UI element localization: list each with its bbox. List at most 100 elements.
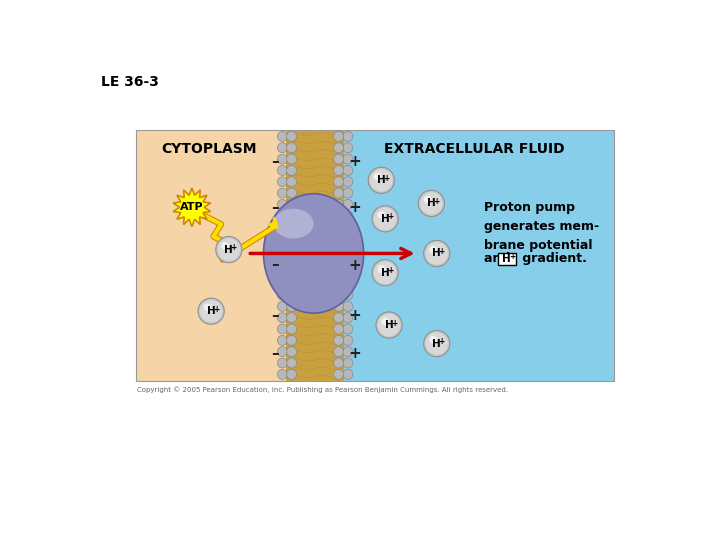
Circle shape [277,211,287,221]
Circle shape [343,143,353,153]
Circle shape [287,143,297,153]
Text: H: H [377,176,386,185]
Circle shape [343,211,353,221]
Circle shape [204,303,212,312]
Text: ATP: ATP [180,202,204,212]
Circle shape [287,131,297,141]
Circle shape [287,347,297,357]
Circle shape [343,301,353,312]
Circle shape [374,208,396,230]
Circle shape [333,222,343,232]
Circle shape [333,301,343,312]
Text: –: – [271,308,279,322]
Circle shape [287,358,297,368]
Circle shape [343,324,353,334]
Text: +: + [383,174,390,183]
Circle shape [343,131,353,141]
Text: H: H [384,320,393,330]
Circle shape [287,301,297,312]
Text: +: + [348,308,361,322]
Circle shape [429,246,437,254]
Circle shape [343,245,353,255]
Ellipse shape [265,195,362,312]
Circle shape [287,335,297,346]
Circle shape [287,369,297,379]
Circle shape [277,267,287,278]
Text: H: H [381,268,390,278]
Circle shape [333,279,343,289]
Circle shape [277,301,287,312]
Circle shape [200,300,222,322]
Text: +: + [230,243,237,252]
Circle shape [287,165,297,176]
Circle shape [333,256,343,266]
Circle shape [343,279,353,289]
Circle shape [217,239,240,261]
Text: H: H [433,248,441,259]
Text: +: + [387,212,393,221]
Text: +: + [348,200,361,215]
Circle shape [333,347,343,357]
Circle shape [374,173,382,180]
Text: +: + [213,305,220,314]
Ellipse shape [264,194,364,313]
Circle shape [343,177,353,187]
Circle shape [333,233,343,244]
Text: +: + [438,337,445,346]
Circle shape [418,190,444,217]
Circle shape [216,237,242,262]
Circle shape [343,369,353,379]
Circle shape [426,242,448,265]
Circle shape [343,199,353,210]
Bar [286,130,344,381]
Circle shape [343,233,353,244]
Text: +: + [348,346,361,361]
Circle shape [377,265,385,273]
Circle shape [343,165,353,176]
Circle shape [368,167,395,193]
Circle shape [376,312,402,338]
Text: EXTRACELLULAR FLUID: EXTRACELLULAR FLUID [384,142,565,156]
Circle shape [277,177,287,187]
Circle shape [277,347,287,357]
Circle shape [277,188,287,198]
Circle shape [333,335,343,346]
Circle shape [287,199,297,210]
Circle shape [343,290,353,300]
Circle shape [287,245,297,255]
Circle shape [277,335,287,346]
Circle shape [277,131,287,141]
Text: and: and [485,252,515,265]
Circle shape [426,333,448,355]
Circle shape [382,318,390,325]
Circle shape [370,169,392,191]
Circle shape [343,222,353,232]
Text: H: H [503,254,511,264]
Circle shape [277,313,287,323]
Circle shape [287,290,297,300]
Circle shape [333,245,343,255]
Circle shape [333,290,343,300]
FancyBboxPatch shape [498,253,516,265]
Ellipse shape [268,198,359,308]
Text: +: + [433,197,439,206]
Circle shape [287,222,297,232]
Circle shape [333,143,343,153]
Text: H: H [427,198,436,208]
Circle shape [287,188,297,198]
Circle shape [287,154,297,164]
Text: H: H [207,306,215,316]
Ellipse shape [266,197,361,310]
Circle shape [277,245,287,255]
Circle shape [287,211,297,221]
Circle shape [287,256,297,266]
Bar [135,130,614,381]
Circle shape [423,240,450,267]
Text: +: + [438,247,445,256]
Text: +: + [348,153,361,168]
Circle shape [287,267,297,278]
Circle shape [343,335,353,346]
Circle shape [277,143,287,153]
Text: LE 36-3: LE 36-3 [101,75,159,89]
Circle shape [287,233,297,244]
